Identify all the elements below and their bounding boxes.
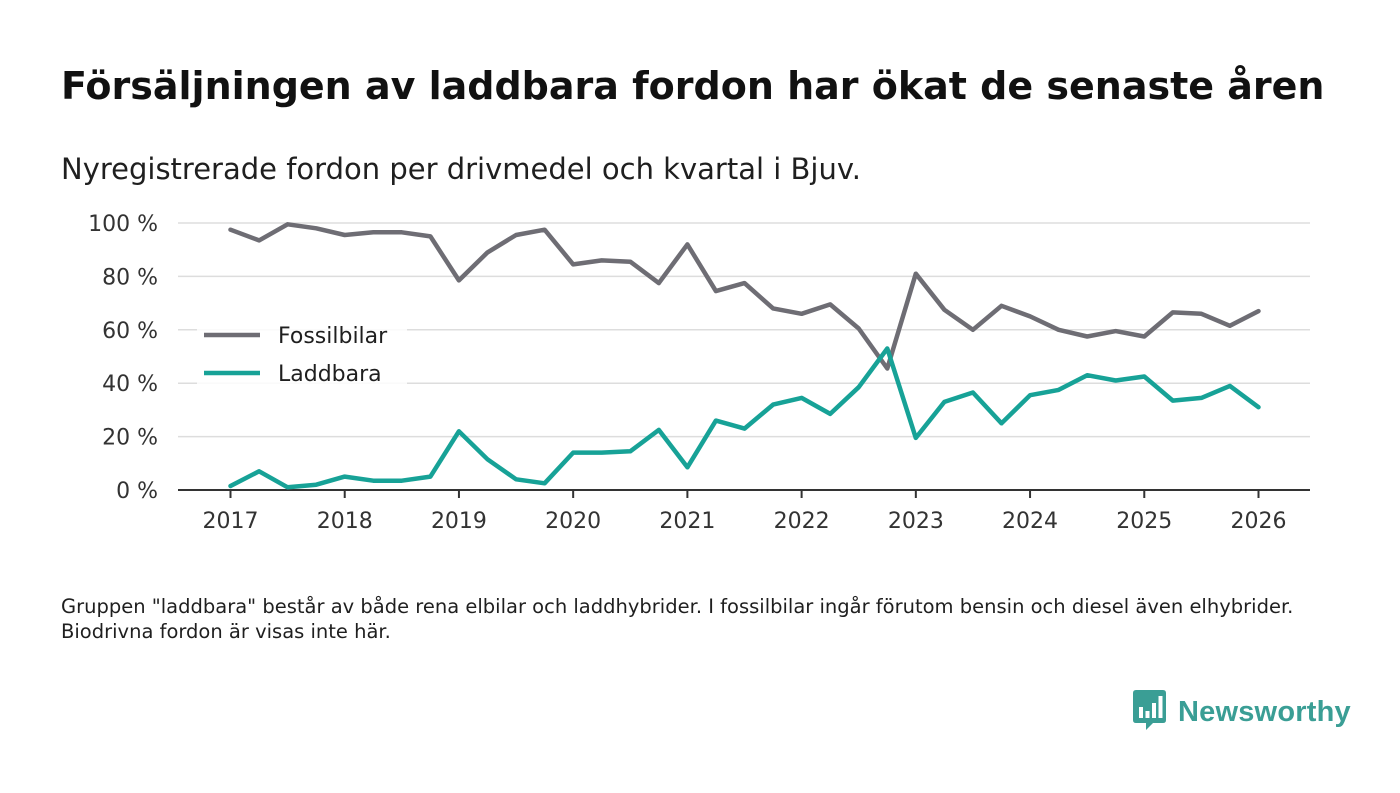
legend: Fossilbilar Laddbara xyxy=(197,318,407,394)
x-tick-label: 2018 xyxy=(317,509,373,534)
x-tick-label: 2023 xyxy=(888,509,944,534)
footnote: Gruppen "laddbara" består av både rena e… xyxy=(61,595,1294,643)
series-lines xyxy=(228,222,1261,490)
x-tick-label: 2019 xyxy=(431,509,487,534)
newsworthy-logo: Newsworthy xyxy=(1133,690,1351,734)
chart-title: Försäljningen av laddbara fordon har öka… xyxy=(61,64,1325,108)
series-line-laddbara xyxy=(228,346,1261,490)
y-tick-label: 40 % xyxy=(102,372,158,397)
x-tick-label: 2017 xyxy=(203,509,259,534)
legend-background xyxy=(197,318,407,394)
chart-subtitle: Nyregistrerade fordon per drivmedel och … xyxy=(61,152,861,186)
y-axis-labels: 0 % 20 % 40 % 60 % 80 % 100 % xyxy=(88,212,158,504)
series-line-fossilbilar xyxy=(228,222,1261,371)
chat-bar-chart-icon xyxy=(1133,690,1166,730)
y-tick-label: 100 % xyxy=(88,212,158,237)
legend-label-laddbara: Laddbara xyxy=(278,362,382,387)
x-tick-label: 2025 xyxy=(1116,509,1172,534)
x-tick-label: 2026 xyxy=(1231,509,1287,534)
y-tick-label: 20 % xyxy=(102,426,158,451)
x-tick-label: 2021 xyxy=(659,509,715,534)
x-tick-label: 2024 xyxy=(1002,509,1058,534)
y-tick-label: 80 % xyxy=(102,265,158,290)
x-tick-label: 2020 xyxy=(545,509,601,534)
brand-name: Newsworthy xyxy=(1178,695,1351,728)
grid-lines xyxy=(178,222,1310,438)
line-chart: 0 % 20 % 40 % 60 % 80 % 100 % 2017 2018 2019 202… xyxy=(88,212,1310,534)
legend-label-fossilbilar: Fossilbilar xyxy=(278,324,388,349)
y-tick-label: 60 % xyxy=(102,319,158,344)
x-axis: 2017 2018 2019 2020 2021 2022 2023 2024 2025 2026 xyxy=(178,489,1310,534)
y-tick-label: 0 % xyxy=(116,479,158,504)
x-tick-label: 2022 xyxy=(774,509,830,534)
